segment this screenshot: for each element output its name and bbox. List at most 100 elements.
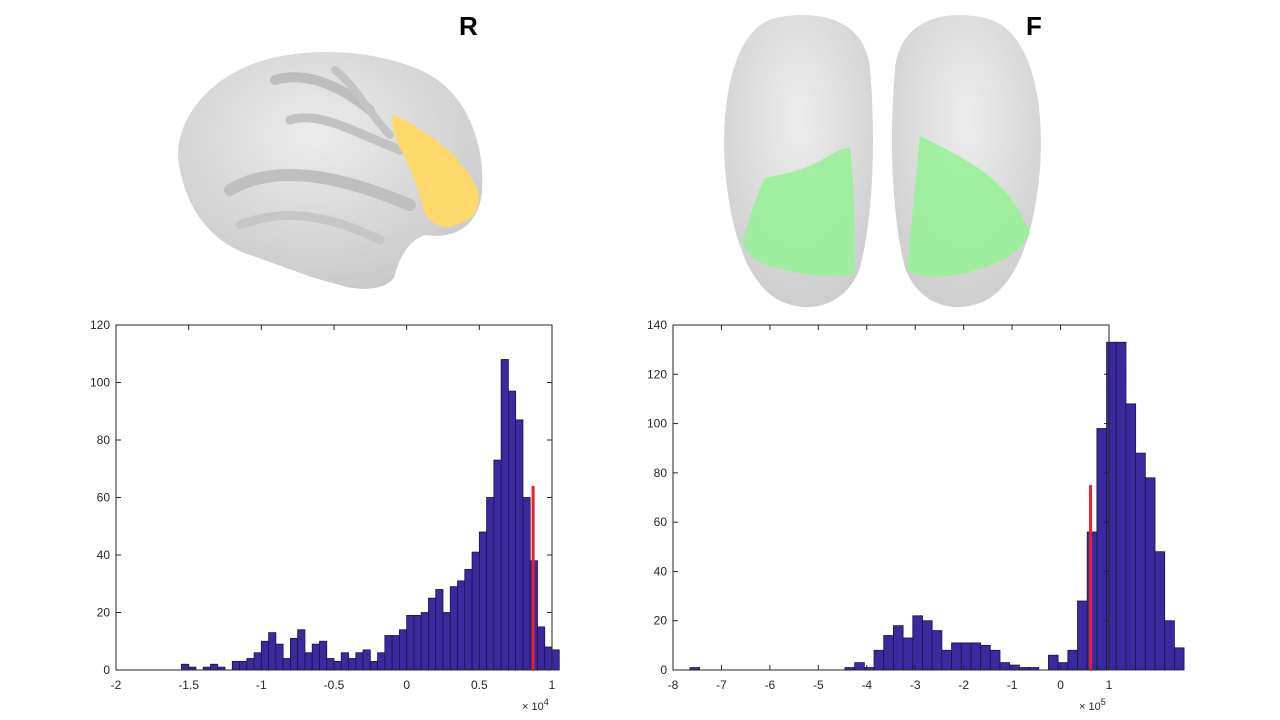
panel-label-right: F (1026, 11, 1042, 41)
histogram-left-xtick-label: 0.5 (471, 678, 488, 692)
histogram-left-bar (246, 658, 255, 671)
histogram-right-bar (689, 667, 701, 671)
histogram-left-ytick-label: 60 (97, 491, 111, 505)
histogram-left-ytick-label: 80 (97, 433, 111, 447)
histogram-right-bar (1096, 428, 1107, 671)
histogram-left-bar (464, 568, 473, 671)
histogram-left-bar (311, 643, 320, 671)
histogram-right-x-multiplier-exponent: 5 (1101, 697, 1106, 707)
histogram-left-ytick-label: 0 (103, 663, 110, 677)
histogram-right-bar (863, 667, 875, 671)
histogram-left-ytick-label: 40 (97, 548, 111, 562)
histogram-left-bar (289, 637, 299, 671)
histogram-left-bar (537, 626, 546, 671)
histogram-right-ytick-label: 100 (647, 417, 667, 431)
histogram-left-bar (231, 660, 240, 671)
histogram-right-bar (960, 642, 972, 671)
histogram-left-bar (253, 652, 262, 671)
histogram-right-bar (951, 642, 962, 671)
brain-frontal-view-image (724, 15, 1041, 308)
histogram-left-ytick-label: 120 (90, 318, 110, 332)
histogram-left-bar (478, 531, 488, 671)
histogram-right-bar (1115, 341, 1127, 671)
histogram-right-ytick-label: 0 (660, 663, 667, 677)
histogram-right-bar (1077, 600, 1088, 671)
histogram-left-xtick-label: -2 (111, 678, 122, 692)
highlighted-region-right-hemisphere-left (743, 148, 855, 276)
brain-lateral-view-image (178, 52, 483, 289)
histogram-right-bar (1067, 649, 1078, 671)
histogram-left-bar (275, 643, 284, 671)
histogram-left-x-multiplier-base: × 10 (522, 701, 544, 713)
histogram-left-bar (319, 640, 328, 671)
histogram-right-bars (689, 341, 1185, 671)
histogram-right-xtick-label: -5 (813, 678, 824, 692)
histogram-left-bar (210, 663, 219, 671)
histogram-left-bar (391, 635, 400, 671)
histogram-left: -2 -1.5 -1 -0.5 0 0.5 1 0 20 40 60 80 100 120 × 104 (90, 318, 560, 713)
histogram-right-bar (893, 625, 904, 671)
histogram-right-bar (1048, 654, 1059, 671)
histogram-right-bar (941, 649, 952, 671)
histogram-right-ytick-label: 140 (647, 318, 667, 332)
histogram-right-bar (1018, 667, 1030, 671)
histogram-right-bar (999, 662, 1011, 671)
histogram-right-bar (1125, 403, 1137, 671)
histogram-left-axes: -2 -1.5 -1 -0.5 0 0.5 1 0 20 40 60 80 100 120 × 104 (90, 318, 556, 713)
histogram-left-xtick-label: -1.5 (178, 678, 199, 692)
histogram-right-xtick-label: -1 (1007, 678, 1018, 692)
histogram-left-bar (348, 658, 357, 671)
histogram-left-bar (369, 660, 379, 671)
histogram-right-xtick-label: -6 (765, 678, 776, 692)
histogram-left-bar (413, 614, 422, 671)
histogram-right-xtick-label: -8 (668, 678, 679, 692)
histogram-right-bar (902, 637, 914, 671)
histogram-left-bar (551, 649, 560, 671)
histogram-right-bar (970, 642, 982, 671)
histogram-left-bar (406, 614, 415, 671)
histogram-right-bar (883, 635, 894, 671)
histogram-left-bar (377, 652, 386, 671)
histogram-left-bar (239, 660, 248, 671)
histogram-right-bar (922, 620, 933, 671)
highlighted-region-left (392, 115, 480, 228)
histogram-right-xtick-label: 1 (1106, 678, 1113, 692)
histogram-right-plot-frame (672, 324, 1110, 671)
histogram-left-bar (507, 390, 517, 671)
histogram-right-xtick-label: -4 (861, 678, 872, 692)
histogram-right-xtick-label: -3 (910, 678, 921, 692)
histogram-right-x-multiplier: × 105 (1079, 697, 1106, 713)
histogram-left-bar (297, 629, 306, 671)
histogram-right-bar (1144, 477, 1156, 671)
histogram-left-bar (435, 589, 444, 671)
highlighted-region-right-hemisphere-right (907, 136, 1030, 277)
histogram-left-bars (180, 359, 560, 671)
histogram-right-bar (1009, 664, 1020, 671)
histogram-right-bar (1028, 667, 1040, 671)
histogram-left-bar (442, 612, 451, 671)
histogram-left-bar (522, 497, 531, 671)
histogram-left-bar (493, 459, 502, 671)
histogram-left-bar (282, 658, 291, 671)
histogram-left-xtick-label: 0 (403, 678, 410, 692)
histogram-right-bar (980, 644, 991, 671)
histogram-left-bar (326, 658, 335, 671)
histogram-right-bar (1154, 551, 1166, 671)
histogram-right-bar (844, 667, 856, 671)
histogram-right-ytick-label: 40 (654, 564, 668, 578)
histogram-left-xtick-label: 1 (549, 678, 556, 692)
histogram-left-bar (515, 419, 524, 671)
histogram-right-bar (1106, 341, 1117, 671)
histogram-right-bar (1086, 531, 1098, 671)
histogram-right-xtick-label: -2 (958, 678, 969, 692)
histogram-right-bar (931, 630, 943, 671)
histogram-right-bar (1174, 647, 1185, 671)
histogram-right-bar (912, 615, 923, 671)
histogram-right-bar (1164, 620, 1175, 671)
histogram-right-x-multiplier-base: × 10 (1079, 701, 1101, 713)
histogram-left-x-multiplier: × 104 (522, 697, 549, 713)
histogram-left-bar (471, 551, 480, 671)
histogram-left-bar (428, 597, 437, 671)
histogram-left-bar (180, 663, 190, 671)
